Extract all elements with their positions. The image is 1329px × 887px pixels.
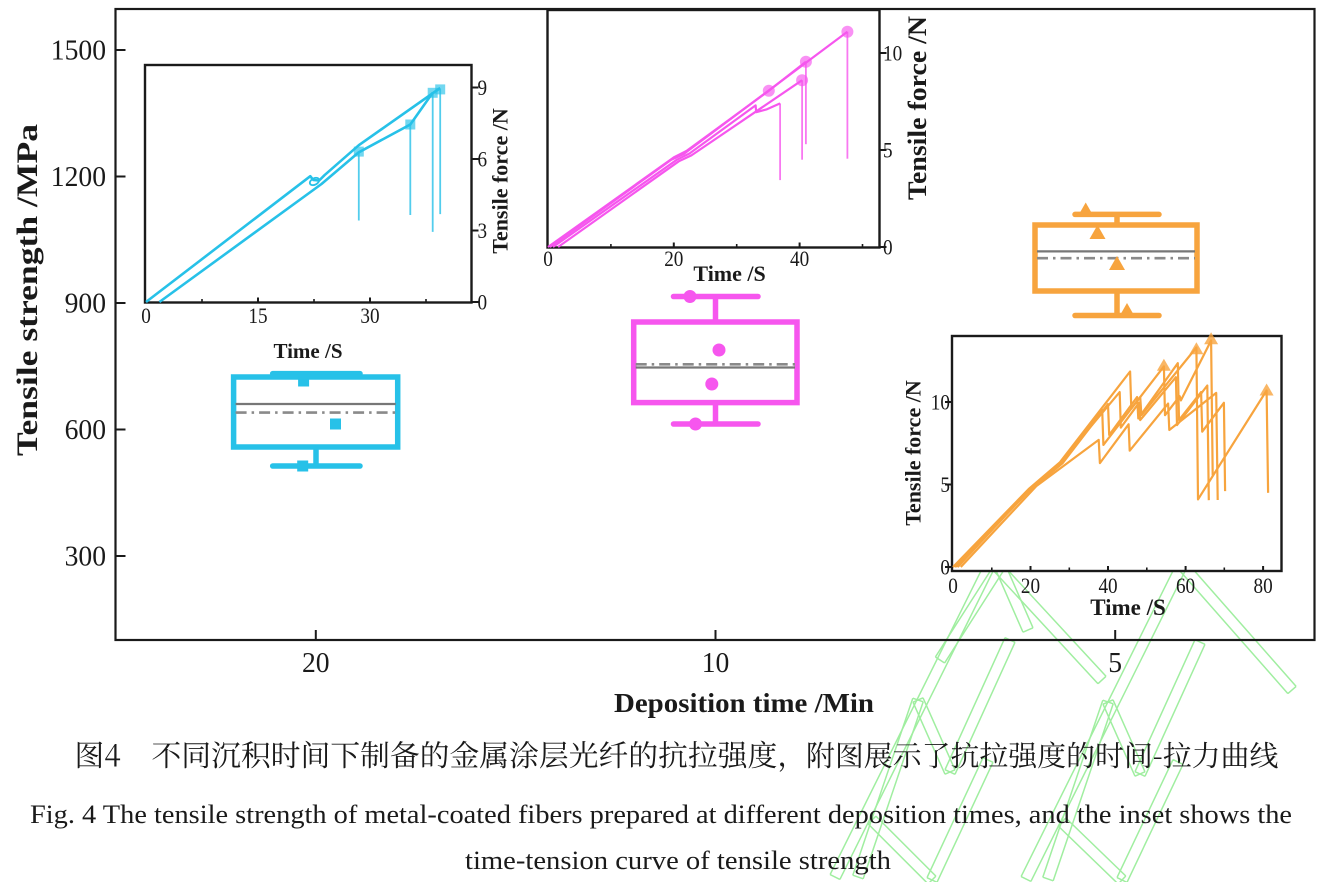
svg-text:20: 20 bbox=[664, 246, 683, 271]
svg-text:30: 30 bbox=[360, 303, 379, 328]
svg-text:80: 80 bbox=[1253, 573, 1272, 598]
svg-text:0: 0 bbox=[543, 246, 553, 271]
svg-text:3: 3 bbox=[478, 218, 488, 243]
svg-text:5: 5 bbox=[883, 138, 893, 163]
svg-text:40: 40 bbox=[790, 246, 809, 271]
svg-text:Tensile force /N: Tensile force /N bbox=[903, 16, 932, 200]
svg-text:0: 0 bbox=[883, 235, 893, 260]
svg-text:10: 10 bbox=[883, 41, 902, 66]
svg-text:Deposition time /Min: Deposition time /Min bbox=[614, 687, 874, 718]
svg-text:300: 300 bbox=[65, 542, 106, 573]
svg-text:Time /S: Time /S bbox=[1090, 595, 1166, 620]
svg-text:Time /S: Time /S bbox=[273, 339, 342, 363]
svg-text:6: 6 bbox=[478, 147, 488, 172]
svg-text:15: 15 bbox=[248, 303, 267, 328]
svg-text:0: 0 bbox=[948, 573, 958, 598]
svg-text:0: 0 bbox=[940, 555, 950, 580]
svg-text:10: 10 bbox=[702, 648, 730, 679]
svg-text:Time /S: Time /S bbox=[693, 261, 765, 286]
svg-text:20: 20 bbox=[302, 648, 330, 679]
svg-text:Tensile strength /MPa: Tensile strength /MPa bbox=[11, 124, 44, 456]
svg-text:time-tension curve of tensile: time-tension curve of tensile strength bbox=[465, 845, 891, 875]
svg-text:Fig. 4 The tensile strength of: Fig. 4 The tensile strength of metal-coa… bbox=[30, 799, 1292, 829]
svg-text:1200: 1200 bbox=[51, 162, 106, 193]
svg-text:40: 40 bbox=[1098, 573, 1117, 598]
svg-text:5: 5 bbox=[940, 472, 950, 497]
svg-text:5: 5 bbox=[1108, 648, 1122, 679]
svg-text:900: 900 bbox=[65, 289, 106, 320]
svg-text:0: 0 bbox=[141, 303, 151, 328]
svg-text:600: 600 bbox=[65, 415, 106, 446]
svg-text:10: 10 bbox=[931, 390, 950, 415]
svg-text:20: 20 bbox=[1021, 573, 1040, 598]
svg-text:9: 9 bbox=[478, 75, 488, 100]
svg-text:60: 60 bbox=[1176, 573, 1195, 598]
svg-text:1500: 1500 bbox=[51, 36, 106, 67]
svg-text:0: 0 bbox=[478, 290, 488, 315]
svg-text:Tensile force /N: Tensile force /N bbox=[901, 380, 926, 526]
svg-text:Tensile force /N: Tensile force /N bbox=[488, 108, 513, 254]
